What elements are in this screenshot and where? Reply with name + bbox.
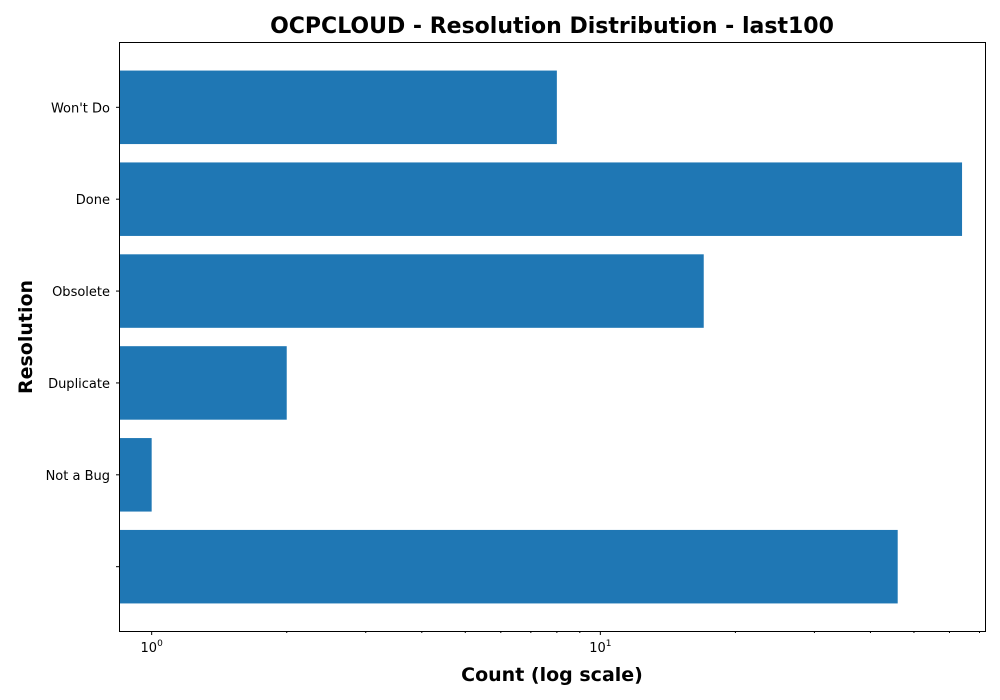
bars-group xyxy=(120,70,963,604)
bar xyxy=(120,162,963,236)
y-tick-label: Obsolete xyxy=(52,285,110,300)
y-tick-label: Done xyxy=(76,193,110,208)
y-tick-label: Not a Bug xyxy=(46,469,110,484)
chart-title: OCPCLOUD - Resolution Distribution - las… xyxy=(270,14,834,39)
x-tick-label: 100 xyxy=(141,639,164,656)
y-axis-label: Resolution xyxy=(15,280,37,394)
bar xyxy=(120,529,898,604)
bar xyxy=(120,254,704,328)
bar xyxy=(120,70,557,145)
y-axis-ticks: Not a Bug Duplicate Obsolete Done Won't Do xyxy=(46,101,120,568)
bar xyxy=(120,438,152,512)
x-axis-ticks: 100 101 xyxy=(141,631,981,656)
x-axis-label: Count (log scale) xyxy=(461,664,643,686)
plot-frame xyxy=(119,42,986,632)
bar xyxy=(120,346,287,420)
y-tick-label: Won't Do xyxy=(51,101,110,116)
x-tick-label: 101 xyxy=(589,639,611,656)
y-tick-label: Duplicate xyxy=(48,377,110,392)
